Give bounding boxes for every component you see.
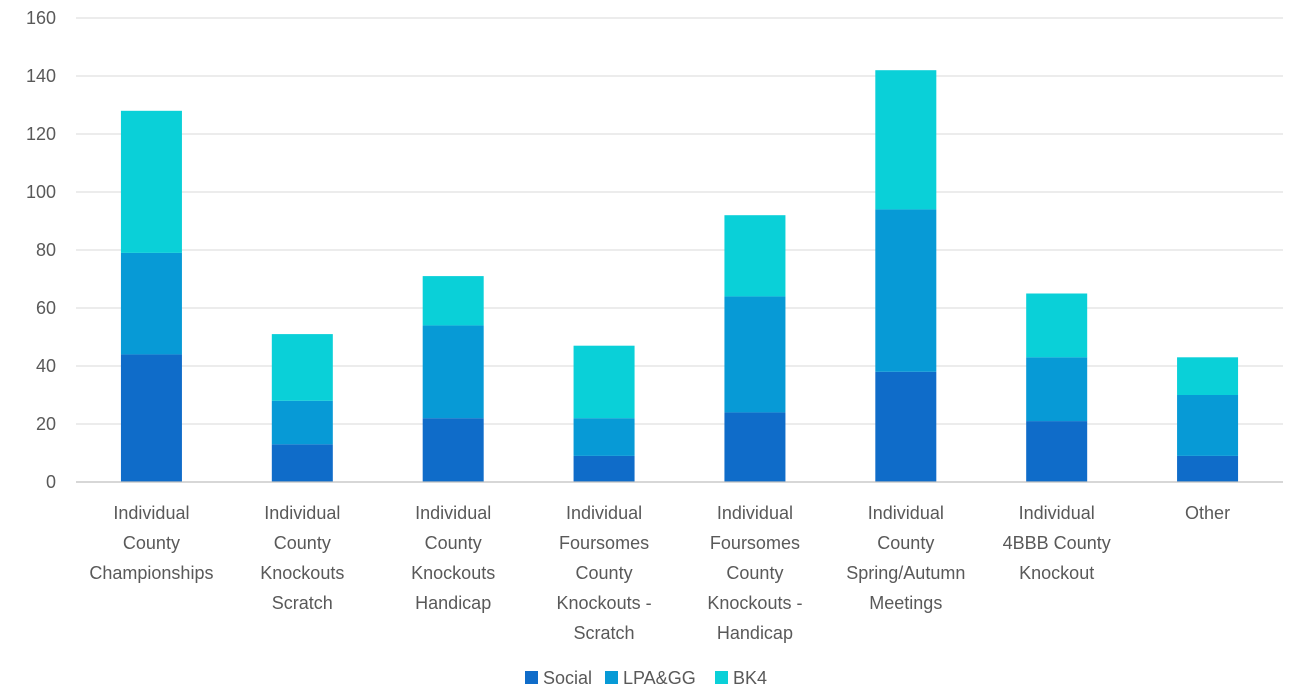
x-category-label-line: Foursomes	[559, 533, 649, 553]
legend-swatch	[605, 671, 618, 684]
bar-segment-bk4	[271, 334, 333, 401]
bar-segment-social	[1177, 455, 1239, 482]
y-tick-label: 160	[26, 8, 56, 28]
x-category-label-line: Championships	[89, 563, 213, 583]
x-category-label-line: Individual	[264, 503, 340, 523]
bar-segment-bk4	[875, 70, 937, 210]
bar-segment-social	[271, 444, 333, 482]
bar-segment-bk4	[120, 110, 182, 253]
x-category-label-line: Knockouts -	[707, 593, 802, 613]
y-tick-label: 120	[26, 124, 56, 144]
x-category-label: Individual County Championships	[89, 503, 213, 583]
y-axis-ticks: 0 20 40 60 80 100 120 140 160	[26, 8, 56, 492]
bar-segment-lpa-gg	[724, 296, 786, 413]
x-category-label: Other	[1185, 503, 1230, 523]
x-category-label-line: County	[274, 533, 331, 553]
x-category-label-line: Scratch	[574, 623, 635, 643]
x-category-label: Individual Foursomes County Knockouts - Hand…	[707, 503, 802, 643]
x-category-label-line: Other	[1185, 503, 1230, 523]
y-tick-label: 40	[36, 356, 56, 376]
y-tick-label: 60	[36, 298, 56, 318]
x-category-label-line: Spring/Autumn	[846, 563, 965, 583]
bar-segment-bk4	[1026, 293, 1088, 358]
legend-label: Social	[543, 668, 592, 688]
bar-segment-social	[875, 371, 937, 482]
y-tick-label: 140	[26, 66, 56, 86]
bar-segment-social	[724, 412, 786, 482]
x-category-label: Individual County Knockouts Handicap	[411, 503, 495, 613]
legend-item: Social	[525, 668, 592, 688]
x-category-label-line: Individual	[868, 503, 944, 523]
y-tick-label: 80	[36, 240, 56, 260]
bar-segment-lpa-gg	[875, 209, 937, 372]
bar-segment-lpa-gg	[1177, 395, 1239, 456]
bar-segment-social	[120, 354, 182, 482]
x-category-label-line: Meetings	[869, 593, 942, 613]
x-category-label-line: 4BBB County	[1003, 533, 1111, 553]
x-category-label-line: Individual	[566, 503, 642, 523]
bar-segment-bk4	[724, 215, 786, 297]
bar-segment-bk4	[422, 276, 484, 326]
gridlines	[76, 17, 1283, 425]
legend-label: BK4	[733, 668, 767, 688]
bar-segment-lpa-gg	[271, 400, 333, 445]
x-category-label-line: County	[576, 563, 633, 583]
legend-label: LPA&GG	[623, 668, 696, 688]
bar-segment-bk4	[573, 345, 635, 419]
x-category-label-line: Knockouts -	[557, 593, 652, 613]
bar-segment-social	[422, 418, 484, 482]
y-tick-label: 0	[46, 472, 56, 492]
category-labels: Individual County Championships Individual C…	[89, 503, 1230, 643]
x-category-label-line: County	[877, 533, 934, 553]
x-category-label-line: Handicap	[717, 623, 793, 643]
x-category-label-line: Knockouts	[411, 563, 495, 583]
bar-segment-lpa-gg	[573, 418, 635, 456]
legend-swatch	[525, 671, 538, 684]
x-category-label-line: Knockout	[1019, 563, 1094, 583]
x-category-label-line: Handicap	[415, 593, 491, 613]
bar-segment-lpa-gg	[1026, 357, 1088, 422]
x-category-label-line: County	[123, 533, 180, 553]
bars	[120, 70, 1239, 482]
x-category-label-line: County	[726, 563, 783, 583]
x-category-label-line: Individual	[1019, 503, 1095, 523]
x-category-label-line: Foursomes	[710, 533, 800, 553]
legend-item: LPA&GG	[605, 668, 696, 688]
x-category-label: Individual County Knockouts Scratch	[260, 503, 344, 613]
y-tick-label: 20	[36, 414, 56, 434]
bar-segment-lpa-gg	[120, 252, 182, 355]
x-category-label: Individual Foursomes County Knockouts - Scra…	[557, 503, 652, 643]
x-category-label: Individual County Spring/Autumn Meetings	[846, 503, 965, 613]
legend-item: BK4	[715, 668, 767, 688]
x-category-label-line: Individual	[415, 503, 491, 523]
x-category-label-line: Individual	[113, 503, 189, 523]
bar-segment-lpa-gg	[422, 325, 484, 419]
x-category-label-line: Individual	[717, 503, 793, 523]
x-category-label-line: Knockouts	[260, 563, 344, 583]
bar-segment-social	[1026, 421, 1088, 482]
y-tick-label: 100	[26, 182, 56, 202]
bar-segment-social	[573, 455, 635, 482]
legend-swatch	[715, 671, 728, 684]
legend: Social LPA&GG BK4	[525, 668, 767, 688]
x-category-label-line: County	[425, 533, 482, 553]
x-category-label: Individual 4BBB County Knockout	[1003, 503, 1111, 583]
bar-segment-bk4	[1177, 357, 1239, 395]
x-category-label-line: Scratch	[272, 593, 333, 613]
